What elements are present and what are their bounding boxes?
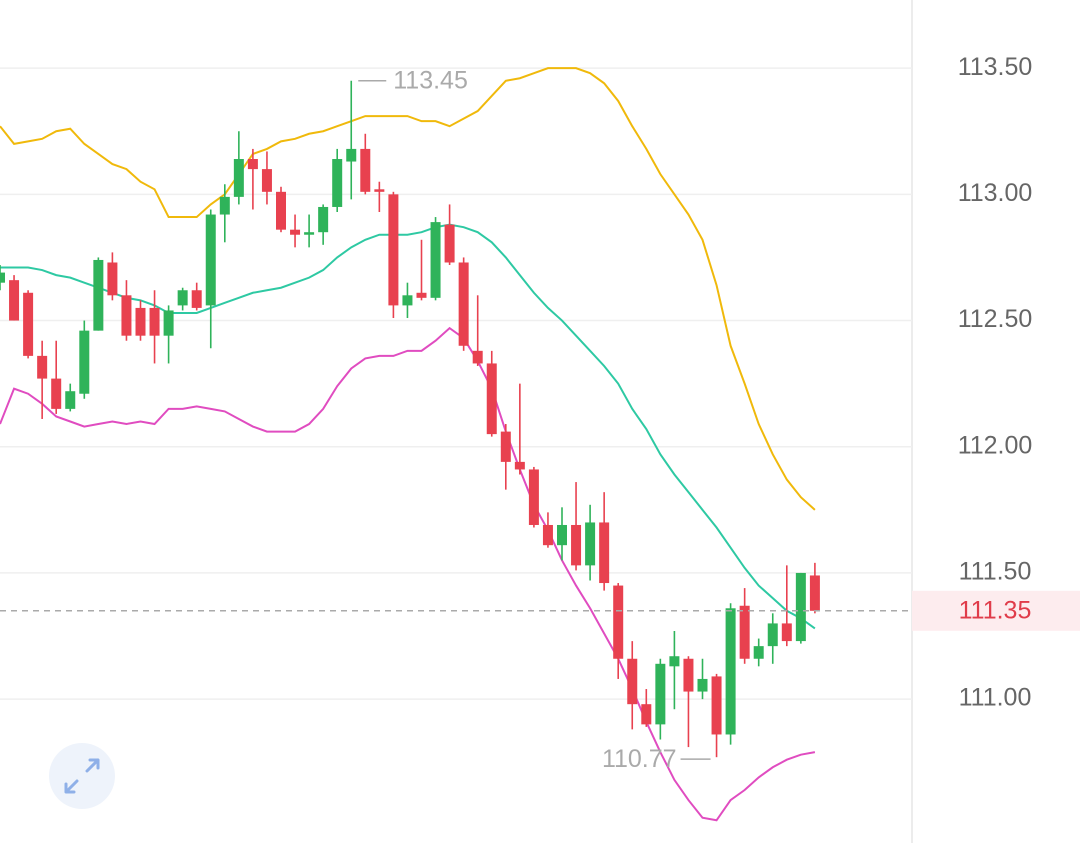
candle-body xyxy=(318,206,329,233)
y-tick-label: 112.00 xyxy=(958,431,1033,459)
candle-body xyxy=(374,189,385,192)
candle-body xyxy=(219,196,230,215)
candle-body xyxy=(585,522,596,566)
candle-body xyxy=(23,292,34,356)
band-line xyxy=(0,326,816,822)
candle-body xyxy=(542,524,553,546)
candle-body xyxy=(528,469,539,525)
candle-body xyxy=(233,159,244,197)
y-tick-label: 113.50 xyxy=(958,53,1033,81)
candle-body xyxy=(121,295,132,336)
candle-body xyxy=(93,259,104,331)
candle-body xyxy=(514,461,525,470)
candle-body xyxy=(416,292,427,298)
candle-body xyxy=(304,232,315,235)
last-price-bg xyxy=(912,590,1080,631)
candle-body xyxy=(711,676,722,735)
candle-body xyxy=(191,290,202,308)
candle-body xyxy=(360,148,371,192)
candle-body xyxy=(753,646,764,659)
candle-body xyxy=(599,522,610,584)
candle-body xyxy=(51,378,62,409)
candle-body xyxy=(458,262,469,346)
last-price-label: 111.35 xyxy=(959,596,1032,624)
candle-body xyxy=(346,148,357,162)
candle-body xyxy=(276,191,286,230)
candle-body xyxy=(247,159,258,170)
candle-body xyxy=(177,290,188,306)
candle-body xyxy=(261,169,272,192)
candle-body xyxy=(79,330,90,394)
candle-body xyxy=(571,524,582,566)
candle-body xyxy=(388,194,399,306)
candle-body xyxy=(557,524,567,546)
candle-body xyxy=(697,678,708,692)
candle-body xyxy=(9,280,20,321)
y-tick-label: 112.50 xyxy=(958,305,1033,333)
candle-body xyxy=(290,229,301,235)
candle-body xyxy=(669,656,680,667)
expand-button-bg[interactable] xyxy=(49,743,115,809)
candle-body xyxy=(0,272,5,283)
candle-body xyxy=(500,431,511,462)
candle-body xyxy=(809,575,820,611)
candle-body xyxy=(430,222,441,298)
candle-body xyxy=(613,585,624,659)
candle-body xyxy=(795,572,806,642)
y-tick-label: 111.50 xyxy=(959,558,1032,586)
candle-body xyxy=(725,608,736,735)
y-tick-label: 113.00 xyxy=(958,179,1033,207)
candle-body xyxy=(444,224,455,263)
candle-body xyxy=(781,623,792,642)
candle-body xyxy=(149,307,160,336)
candle-body xyxy=(627,658,638,705)
candle-body xyxy=(739,605,750,659)
expand-button[interactable] xyxy=(49,743,115,809)
candle-body xyxy=(107,262,118,296)
candle-body xyxy=(205,214,216,306)
candle-body xyxy=(163,310,174,336)
band-line xyxy=(0,223,816,630)
candle-body xyxy=(472,350,483,364)
band-line xyxy=(0,67,816,511)
low-annotation: 110.77 xyxy=(602,745,677,773)
candle-body xyxy=(641,704,652,725)
candle-body xyxy=(65,391,76,409)
high-annotation: 113.45 xyxy=(393,66,468,94)
candle-body xyxy=(135,307,146,336)
candle-body xyxy=(767,623,778,647)
candle-body xyxy=(37,355,48,379)
candle-body xyxy=(655,663,666,725)
candle-body xyxy=(332,159,343,207)
expand-icon[interactable] xyxy=(64,758,100,794)
candle-body xyxy=(683,658,694,692)
candle-body xyxy=(486,363,497,435)
y-tick-label: 111.00 xyxy=(959,684,1032,712)
candle-body xyxy=(402,295,413,306)
